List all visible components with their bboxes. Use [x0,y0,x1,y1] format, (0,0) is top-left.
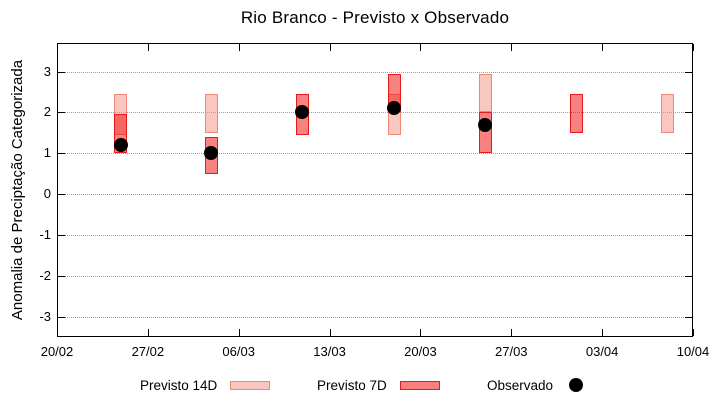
y-tick-label: -2 [39,267,51,283]
previsto-14d-swatch-icon [230,380,271,390]
legend-label-previsto-7d: Previsto 7D [317,377,387,393]
y-tick-left [58,112,65,114]
gridline [58,234,692,236]
x-tick-top [693,44,694,51]
y-tick-right [685,71,692,73]
gridline [58,275,692,277]
y-tick-right [685,234,692,236]
y-tick-right [685,112,692,114]
y-tick-left [58,71,65,73]
legend-item-previsto-7d: Previsto 7D [317,374,440,396]
y-tick-label: 3 [43,63,51,79]
y-tick-left [58,234,65,236]
bar-previsto-7d [569,94,583,133]
y-tick-left [58,316,65,318]
gridline [58,112,692,114]
chart-title: Rio Branco - Previsto x Observado [240,8,510,27]
x-tick-top [238,44,240,51]
observado-point [478,117,493,132]
legend-label-previsto-14d: Previsto 14D [140,377,218,393]
y-tick-label: 2 [43,104,51,120]
bar-previsto-14d [660,94,674,133]
plot-area [57,43,693,337]
observado-point [387,101,402,116]
gridline [58,71,692,73]
x-tick-label: 20/02 [40,344,74,359]
legend: Previsto 14D Previsto 7D Observado [0,374,720,396]
observado-dot-icon [569,378,584,392]
x-tick-bottom [329,329,331,336]
x-tick-bottom [238,329,240,336]
x-tick-top [147,44,149,51]
y-tick-label: -3 [39,308,51,324]
y-tick-right [685,316,692,318]
x-tick-label: 27/03 [495,344,528,359]
legend-label-observado: Observado [487,377,554,393]
x-tick-top [511,44,513,51]
x-tick-bottom [420,329,422,336]
y-tick-left [58,275,65,277]
x-tick-label: 27/02 [131,344,165,359]
x-tick-top [57,44,58,51]
x-tick-label: 20/03 [404,344,437,359]
legend-item-observado: Observado [487,374,584,396]
y-tick-label: -1 [39,226,51,242]
gridline [58,153,692,155]
y-tick-left [58,153,65,155]
legend-item-previsto-14d: Previsto 14D [140,374,271,396]
x-tick-bottom [693,329,694,336]
x-tick-label: 06/03 [222,344,255,359]
y-tick-right [685,153,692,155]
x-tick-bottom [57,329,58,336]
x-tick-label: 13/03 [313,344,346,359]
x-tick-top [329,44,331,51]
x-tick-bottom [511,329,513,336]
gridline [58,316,692,318]
observado-point [204,146,219,161]
y-tick-right [685,194,692,196]
bar-previsto-14d [204,94,218,133]
y-tick-label: 0 [43,186,51,202]
observado-point [113,138,128,153]
x-tick-top [602,44,604,51]
x-tick-label: 03/04 [585,344,619,359]
y-tick-label: 1 [43,145,51,161]
bar-previsto-14d [478,73,492,113]
x-tick-top [420,44,422,51]
x-tick-bottom [147,329,149,336]
x-tick-label: 10/04 [676,344,710,359]
x-tick-bottom [602,329,604,336]
previsto-7d-swatch-icon [399,380,440,390]
observado-point [295,105,310,120]
gridline [58,194,692,196]
y-tick-left [58,194,65,196]
y-tick-right [685,275,692,277]
